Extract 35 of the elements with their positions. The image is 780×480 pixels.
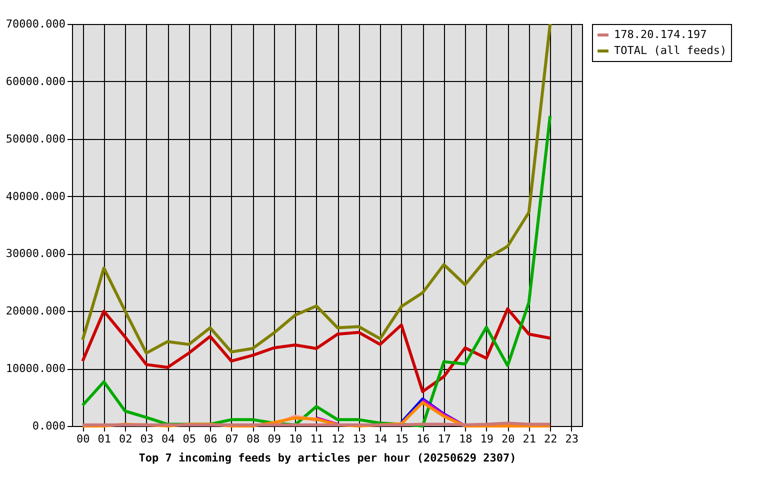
x-tick-label: 12	[332, 432, 345, 446]
y-tick-label: 0.000	[32, 420, 66, 432]
y-tick-label: 20000.000	[6, 304, 66, 318]
x-tick-label: 06	[204, 432, 218, 446]
x-tick-label: 05	[182, 432, 196, 446]
x-tick-label: 18	[459, 432, 472, 446]
x-tick-label: 21	[522, 432, 536, 446]
y-tick-label: 60000.000	[6, 74, 66, 88]
x-tick-label: 15	[395, 432, 408, 446]
x-tick-label: 03	[140, 432, 154, 446]
x-tick-label: 16	[416, 432, 430, 446]
x-tick-label: 17	[438, 432, 451, 446]
y-tick-label: 70000.000	[6, 18, 66, 30]
x-tick-label: 01	[98, 432, 111, 446]
x-tick-label: 22	[544, 432, 558, 446]
x-tick-label: 23	[565, 432, 578, 446]
x-tick-label: 20	[502, 432, 515, 446]
x-tick-label: 13	[352, 432, 366, 446]
x-tick-label: 08	[246, 432, 260, 446]
x-axis-title: Top 7 incoming feeds by articles per hour (20250629 2307)	[138, 452, 516, 464]
x-tick-label: 02	[119, 432, 132, 446]
x-tick-label: 14	[374, 432, 388, 446]
x-tick-label: 19	[480, 432, 494, 446]
x-tick-label: 00	[76, 432, 90, 446]
x-tick-label: 09	[268, 432, 281, 446]
y-tick-label: 10000.000	[6, 362, 66, 376]
y-tick-label: 50000.000	[6, 132, 66, 146]
y-tick-label: 30000.000	[6, 247, 66, 260]
x-tick-label: 04	[162, 432, 176, 446]
legend-label: TOTAL (all feeds)	[614, 44, 727, 57]
y-tick-label: 40000.000	[6, 190, 66, 203]
x-tick-label: 10	[289, 432, 302, 446]
x-tick-label: 11	[310, 432, 324, 446]
x-tick-label: 07	[225, 432, 238, 446]
legend-label: 178.20.174.197	[614, 28, 707, 41]
